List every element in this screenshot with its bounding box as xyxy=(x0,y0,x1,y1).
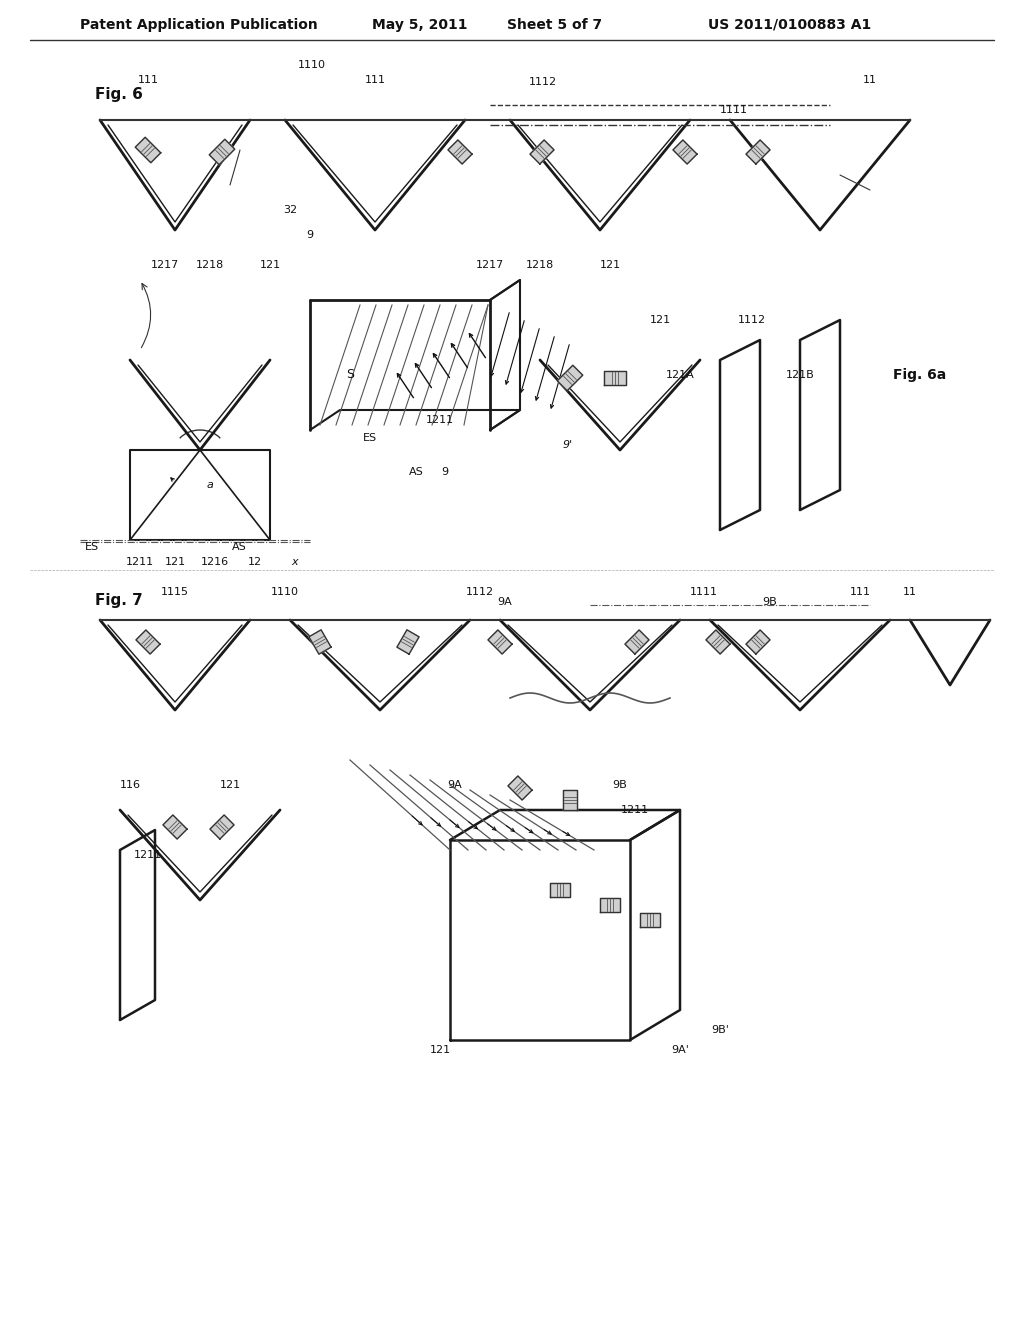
Text: 11: 11 xyxy=(903,587,918,597)
Polygon shape xyxy=(640,913,660,927)
Text: 9B: 9B xyxy=(612,780,628,789)
Text: Fig. 6: Fig. 6 xyxy=(95,87,143,103)
Text: AS: AS xyxy=(232,543,247,552)
Polygon shape xyxy=(563,789,577,810)
Text: 1111: 1111 xyxy=(690,587,718,597)
Text: 121: 121 xyxy=(219,780,241,789)
Text: 11: 11 xyxy=(863,75,877,84)
Text: 121: 121 xyxy=(259,260,281,271)
Polygon shape xyxy=(550,883,570,898)
Polygon shape xyxy=(397,630,419,655)
Polygon shape xyxy=(210,814,234,840)
Text: 9B': 9B' xyxy=(711,1026,729,1035)
Text: 1111: 1111 xyxy=(720,106,748,115)
Text: 1112: 1112 xyxy=(738,315,766,325)
Text: ES: ES xyxy=(85,543,99,552)
Text: 1211: 1211 xyxy=(621,805,649,814)
Text: 121B: 121B xyxy=(785,370,814,380)
Text: 1112: 1112 xyxy=(466,587,494,597)
Text: 1211: 1211 xyxy=(134,850,162,861)
Text: x: x xyxy=(292,557,298,568)
Polygon shape xyxy=(557,366,583,391)
Polygon shape xyxy=(136,630,160,653)
Text: 1216: 1216 xyxy=(201,557,229,568)
Polygon shape xyxy=(673,140,697,164)
Text: 121: 121 xyxy=(649,315,671,325)
Text: Sheet 5 of 7: Sheet 5 of 7 xyxy=(508,18,602,32)
Text: 9': 9' xyxy=(563,440,573,450)
Text: a: a xyxy=(207,480,213,490)
Polygon shape xyxy=(625,630,649,653)
Text: Fig. 7: Fig. 7 xyxy=(95,593,142,607)
Text: 9A: 9A xyxy=(498,597,512,607)
Text: 116: 116 xyxy=(120,780,141,789)
Text: 1211: 1211 xyxy=(426,414,454,425)
Polygon shape xyxy=(745,140,770,164)
Polygon shape xyxy=(604,371,626,385)
Text: 1218: 1218 xyxy=(526,260,554,271)
Polygon shape xyxy=(600,898,620,912)
Text: 9A: 9A xyxy=(447,780,463,789)
Text: 1218: 1218 xyxy=(196,260,224,271)
Text: 1115: 1115 xyxy=(161,587,189,597)
Text: 12: 12 xyxy=(248,557,262,568)
Polygon shape xyxy=(309,630,331,655)
Polygon shape xyxy=(209,140,234,165)
Text: 121: 121 xyxy=(429,1045,451,1055)
Polygon shape xyxy=(135,137,161,162)
Text: 1110: 1110 xyxy=(271,587,299,597)
Text: 32: 32 xyxy=(283,205,297,215)
Text: 1211: 1211 xyxy=(126,557,154,568)
Text: 1217: 1217 xyxy=(476,260,504,271)
Text: 121A: 121A xyxy=(666,370,694,380)
Text: 121: 121 xyxy=(599,260,621,271)
Polygon shape xyxy=(706,630,730,653)
Text: 9B: 9B xyxy=(763,597,777,607)
Text: 111: 111 xyxy=(137,75,159,84)
Polygon shape xyxy=(488,630,512,653)
Polygon shape xyxy=(163,814,187,840)
Text: 9: 9 xyxy=(306,230,313,240)
Polygon shape xyxy=(530,140,554,164)
Text: May 5, 2011: May 5, 2011 xyxy=(373,18,468,32)
Text: 121: 121 xyxy=(165,557,185,568)
Text: 111: 111 xyxy=(365,75,385,84)
Text: 9: 9 xyxy=(441,467,449,477)
Text: S: S xyxy=(346,368,354,381)
Text: 9A': 9A' xyxy=(671,1045,689,1055)
Text: 111: 111 xyxy=(850,587,870,597)
Text: AS: AS xyxy=(409,467,423,477)
Text: Patent Application Publication: Patent Application Publication xyxy=(80,18,317,32)
Text: ES: ES xyxy=(362,433,377,444)
Text: 1217: 1217 xyxy=(151,260,179,271)
Polygon shape xyxy=(508,776,532,800)
Polygon shape xyxy=(745,630,770,653)
Text: Fig. 6a: Fig. 6a xyxy=(893,368,946,381)
Text: 1112: 1112 xyxy=(529,77,557,87)
Text: US 2011/0100883 A1: US 2011/0100883 A1 xyxy=(709,18,871,32)
Text: 1110: 1110 xyxy=(298,59,326,70)
Polygon shape xyxy=(447,140,472,164)
